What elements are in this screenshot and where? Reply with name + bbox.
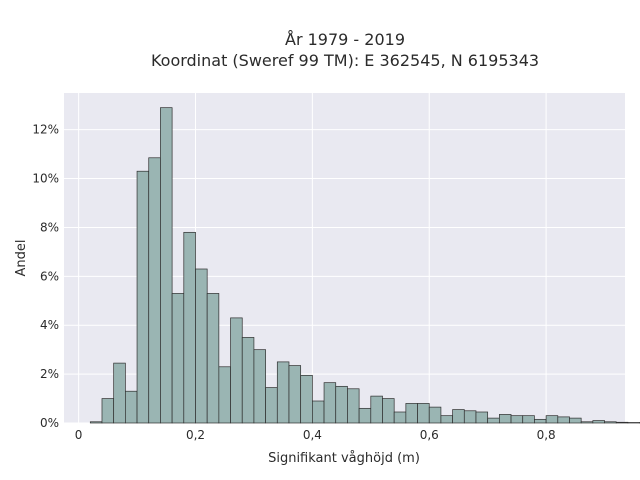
histogram-bar: [405, 403, 418, 424]
histogram-bar: [382, 398, 395, 424]
histogram-bar: [206, 293, 220, 424]
y-axis-label: Andel: [14, 240, 29, 277]
histogram-bar: [323, 382, 337, 424]
histogram-bar: [615, 421, 629, 424]
histogram-bar: [113, 362, 126, 424]
histogram-bar: [592, 420, 605, 424]
histogram-bar: [300, 374, 313, 424]
y-tick-label: 10%: [32, 172, 59, 186]
histogram-bar: [312, 400, 325, 424]
x-tick-label: 0,2: [186, 428, 205, 442]
x-tick-label: 0,8: [537, 428, 556, 442]
histogram-bar: [370, 395, 383, 424]
histogram-bar: [218, 366, 231, 424]
x-axis-ticks: 0 0,2 0,4 0,6 0,8: [75, 428, 556, 442]
histogram-bar: [183, 231, 196, 424]
y-tick-label: 0%: [40, 416, 59, 430]
histogram-bar: [89, 421, 103, 424]
histogram-bar: [580, 421, 594, 424]
histogram-bar: [136, 170, 150, 424]
y-tick-label: 8%: [40, 220, 59, 234]
histogram-bar: [160, 107, 173, 424]
y-tick-label: 4%: [40, 318, 59, 332]
histogram-bar: [335, 385, 348, 424]
histogram-bar: [347, 388, 360, 424]
histogram-bar: [276, 361, 290, 424]
histogram-bar: [604, 421, 617, 424]
histogram-bar: [569, 417, 582, 424]
x-tick-label: 0,6: [420, 428, 439, 442]
histogram-bar: [125, 390, 138, 424]
histogram-bar: [452, 409, 465, 424]
histogram-bar: [557, 416, 570, 424]
histogram-bar: [171, 293, 185, 424]
chart-subtitle: Koordinat (Sweref 99 TM): E 362545, N 61…: [151, 51, 539, 70]
histogram-bar: [440, 415, 453, 424]
histogram-bar: [265, 387, 278, 424]
histogram-bar: [288, 365, 302, 424]
histogram-bar: [417, 403, 430, 424]
histogram-bar: [428, 406, 442, 424]
histogram-bar: [148, 157, 161, 424]
histogram-bar: [241, 337, 255, 424]
histogram-bar: [499, 414, 512, 424]
histogram-bar: [475, 411, 489, 424]
y-tick-label: 2%: [40, 367, 59, 381]
x-axis-label: Signifikant våghöjd (m): [268, 451, 420, 466]
histogram-bar: [230, 317, 243, 424]
histogram-bar: [195, 268, 208, 424]
histogram-bar: [487, 417, 500, 424]
histogram-bar: [358, 407, 372, 424]
chart-title: År 1979 - 2019: [285, 30, 405, 49]
x-tick-label: 0,4: [303, 428, 322, 442]
y-axis-ticks: 0% 2% 4% 6% 8% 10% 12%: [32, 123, 59, 430]
y-tick-label: 6%: [40, 269, 59, 283]
histogram-bar: [510, 415, 524, 424]
y-tick-label: 12%: [32, 123, 59, 137]
histogram-bar: [463, 410, 477, 424]
histogram-bar: [534, 418, 547, 424]
histogram-bar: [101, 398, 115, 424]
histogram-bar: [253, 349, 266, 424]
bars: [89, 107, 640, 424]
histogram-bar: [545, 415, 559, 424]
histogram-bar: [522, 415, 535, 424]
histogram-bar: [393, 411, 407, 424]
x-tick-label: 0: [75, 428, 83, 442]
